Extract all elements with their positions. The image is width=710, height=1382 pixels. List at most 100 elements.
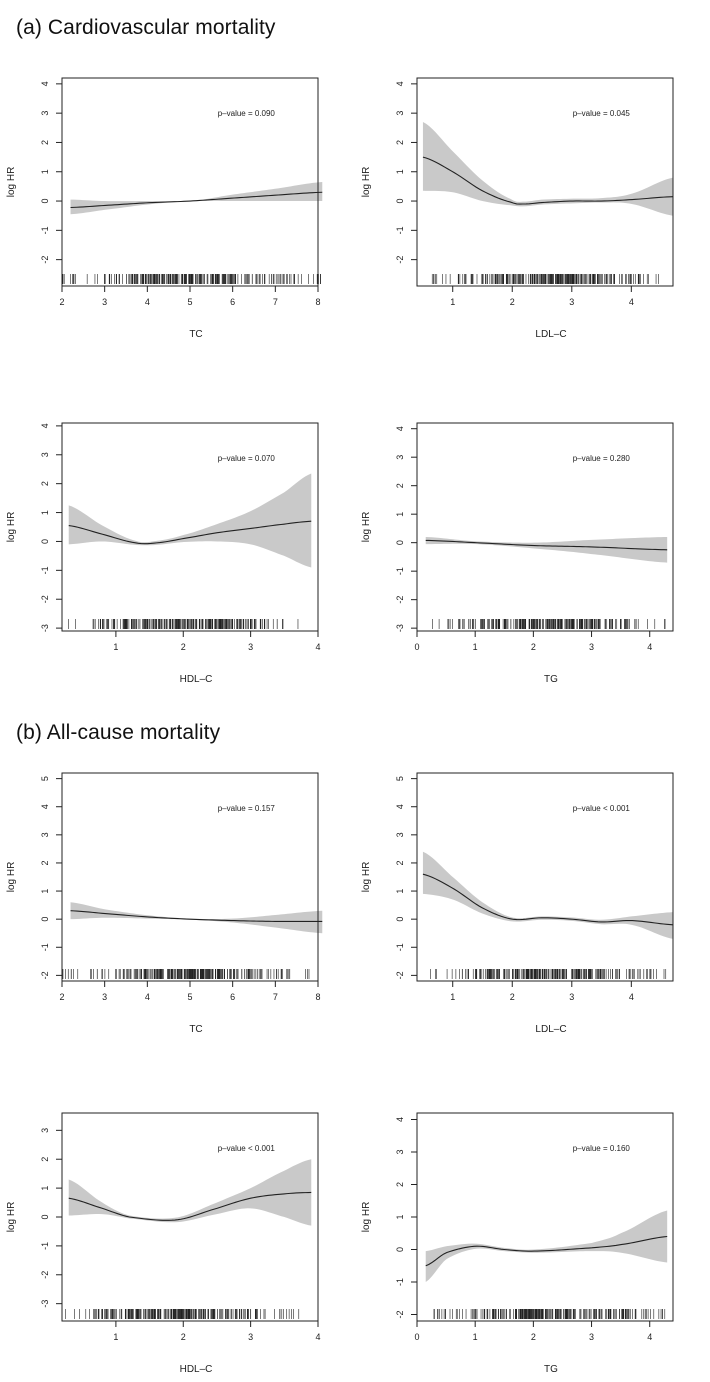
x-tick-label: 2 <box>510 297 515 307</box>
y-tick-label: -2 <box>395 256 405 264</box>
y-tick-label: 4 <box>40 804 50 809</box>
y-tick-label: 1 <box>40 510 50 515</box>
x-tick-label: 2 <box>181 1332 186 1342</box>
x-tick-label: 4 <box>145 992 150 1002</box>
y-tick-label: 3 <box>395 111 405 116</box>
x-axis-label: HDL–C <box>180 1364 213 1375</box>
y-tick-label: -2 <box>40 256 50 264</box>
x-tick-label: 3 <box>569 992 574 1002</box>
y-tick-label: -1 <box>40 226 50 234</box>
y-tick-label: -1 <box>40 943 50 951</box>
x-tick-label: 2 <box>59 297 64 307</box>
x-axis-label: TG <box>544 1364 558 1375</box>
plot-frame <box>61 77 319 287</box>
x-tick-label: 4 <box>315 1332 320 1342</box>
chart-panel-b-tg: 0 1 2 3 4 -2 -1 0 1 2 3 4 TG log HR p–value = 0.160 <box>361 1112 674 1375</box>
y-tick-label: 1 <box>40 889 50 894</box>
chart-panel-a-tc: 2 3 4 5 6 7 8 -2 -1 0 1 2 3 4 TC log HR p–value = 0.090 <box>6 77 323 340</box>
y-tick-label: 3 <box>40 452 50 457</box>
y-tick-label: -2 <box>395 1310 405 1318</box>
y-tick-label: -1 <box>40 566 50 574</box>
confidence-band <box>425 536 668 563</box>
x-tick-label: 4 <box>315 642 320 652</box>
y-tick-label: 1 <box>395 512 405 517</box>
spline-curve <box>422 873 674 926</box>
x-tick-label: 4 <box>647 1332 652 1342</box>
x-axis-label: LDL–C <box>535 329 566 340</box>
y-tick-label: -3 <box>395 624 405 632</box>
x-tick-label: 4 <box>145 297 150 307</box>
spline-curve <box>68 520 312 545</box>
y-tick-label: -3 <box>40 624 50 632</box>
y-tick-label: 2 <box>395 140 405 145</box>
y-axis-label: log HR <box>361 862 372 893</box>
x-axis-label: TC <box>189 1024 202 1035</box>
spline-curve <box>422 156 674 205</box>
x-axis-label: HDL–C <box>180 674 213 685</box>
y-tick-label: 2 <box>395 483 405 488</box>
x-tick-label: 4 <box>629 297 634 307</box>
y-tick-label: -1 <box>395 567 405 575</box>
p-value-label: p–value = 0.160 <box>573 1144 631 1153</box>
y-tick-label: 4 <box>40 423 50 428</box>
y-tick-label: 5 <box>395 776 405 781</box>
y-tick-label: 0 <box>395 917 405 922</box>
confidence-band <box>68 1159 312 1226</box>
y-axis-label: log HR <box>361 167 372 198</box>
y-tick-label: 3 <box>40 1128 50 1133</box>
y-tick-label: 0 <box>40 917 50 922</box>
x-tick-label: 1 <box>113 1332 118 1342</box>
y-tick-label: 0 <box>40 539 50 544</box>
chart-panel-a-ldl: 1 2 3 4 -2 -1 0 1 2 3 4 LDL–C log HR p–value = 0.045 <box>361 77 674 340</box>
y-tick-label: -2 <box>40 1271 50 1279</box>
y-tick-label: 3 <box>395 455 405 460</box>
plot-frame <box>61 422 319 632</box>
chart-panel-a-tg: 0 1 2 3 4 -3 -2 -1 0 1 2 3 4 TG log HR p–value = 0.280 <box>361 422 674 685</box>
y-tick-label: -1 <box>395 943 405 951</box>
confidence-band <box>70 902 323 934</box>
x-tick-label: 2 <box>181 642 186 652</box>
confidence-band <box>425 1210 668 1282</box>
y-tick-label: 0 <box>40 199 50 204</box>
x-tick-label: 3 <box>589 1332 594 1342</box>
p-value-label: p–value < 0.001 <box>218 1144 276 1153</box>
x-tick-label: 1 <box>473 642 478 652</box>
chart-panel-b-hdl: 1 2 3 4 -3 -2 -1 0 1 2 3 HDL–C log HR p–value < 0.001 <box>6 1112 321 1375</box>
x-tick-label: 3 <box>102 297 107 307</box>
y-tick-label: 1 <box>395 1214 405 1219</box>
y-axis-label: log HR <box>6 167 17 198</box>
x-tick-label: 1 <box>113 642 118 652</box>
x-axis-label: LDL–C <box>535 1024 566 1035</box>
y-tick-label: 2 <box>40 1157 50 1162</box>
x-tick-label: 3 <box>589 642 594 652</box>
plot-frame <box>416 1112 674 1322</box>
x-tick-label: 3 <box>102 992 107 1002</box>
y-tick-label: 2 <box>395 1182 405 1187</box>
section-title-a: (a) Cardiovascular mortality <box>16 16 276 39</box>
x-tick-label: 3 <box>248 1332 253 1342</box>
p-value-label: p–value = 0.070 <box>218 454 276 463</box>
x-tick-label: 8 <box>315 992 320 1002</box>
x-tick-label: 5 <box>187 297 192 307</box>
y-tick-label: 4 <box>395 81 405 86</box>
x-tick-label: 6 <box>230 992 235 1002</box>
y-tick-label: 3 <box>395 1149 405 1154</box>
y-axis-label: log HR <box>361 1202 372 1233</box>
y-tick-label: 4 <box>395 426 405 431</box>
plot-frame <box>416 422 674 632</box>
confidence-band <box>422 121 673 216</box>
spline-curve <box>68 1191 312 1221</box>
spline-curve <box>70 910 323 923</box>
y-tick-label: 3 <box>40 832 50 837</box>
x-tick-label: 8 <box>315 297 320 307</box>
p-value-label: p–value = 0.157 <box>218 804 276 813</box>
x-tick-label: 0 <box>414 1332 419 1342</box>
y-tick-label: 4 <box>40 81 50 86</box>
plot-frame <box>61 772 319 982</box>
spline-curve <box>425 1235 668 1267</box>
x-tick-label: 3 <box>569 297 574 307</box>
x-tick-label: 4 <box>629 992 634 1002</box>
y-tick-label: -1 <box>395 1278 405 1286</box>
x-tick-label: 7 <box>273 992 278 1002</box>
plot-frame <box>416 772 674 982</box>
